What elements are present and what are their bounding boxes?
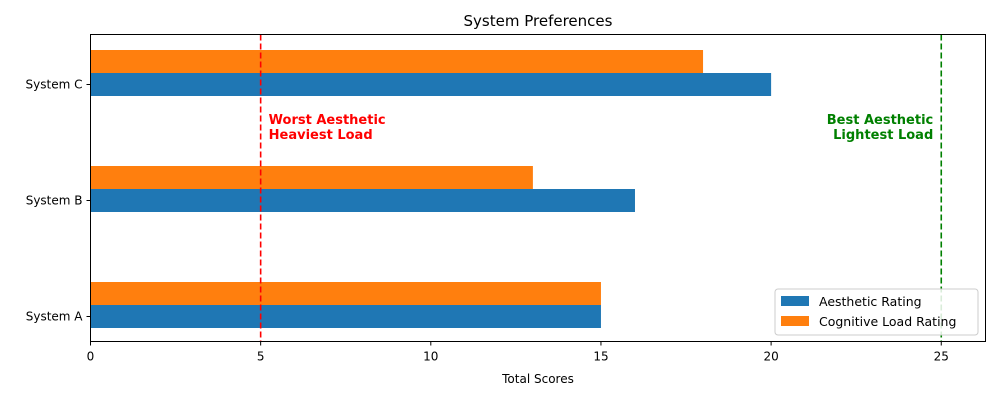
x-tick-label-0: 0 [87, 350, 95, 364]
x-tick-label-5: 5 [257, 350, 265, 364]
y-tick-label-system-a: System A [26, 310, 84, 324]
legend-swatch-1 [781, 316, 809, 326]
annotation-25-line-2: Lightest Load [833, 128, 933, 143]
legend-label-0: Aesthetic Rating [819, 294, 922, 309]
bar-aesthetic-rating-system-a [90, 305, 601, 328]
annotation-5-line-1: Worst Aesthetic [269, 113, 386, 128]
x-tick-label-15: 15 [593, 350, 608, 364]
legend-label-1: Cognitive Load Rating [819, 314, 956, 329]
y-tick-label-system-c: System C [26, 78, 83, 92]
bar-cognitive-load-rating-system-c [90, 50, 704, 73]
x-tick-label-25: 25 [934, 350, 949, 364]
annotation-25-line-1: Best Aesthetic [827, 113, 933, 128]
x-tick-label-20: 20 [763, 350, 778, 364]
x-axis-title: Total Scores [501, 372, 574, 386]
legend-swatch-0 [781, 296, 809, 306]
bar-aesthetic-rating-system-c [90, 73, 772, 96]
legend [774, 288, 979, 336]
chart-title: System Preferences [464, 12, 613, 30]
bar-cognitive-load-rating-system-a [90, 282, 601, 305]
plot-frame [90, 34, 986, 342]
x-tick-label-10: 10 [423, 350, 438, 364]
annotation-5-line-2: Heaviest Load [269, 128, 373, 143]
y-tick-label-system-b: System B [26, 194, 83, 208]
bar-cognitive-load-rating-system-b [90, 166, 533, 189]
bar-aesthetic-rating-system-b [90, 189, 635, 212]
